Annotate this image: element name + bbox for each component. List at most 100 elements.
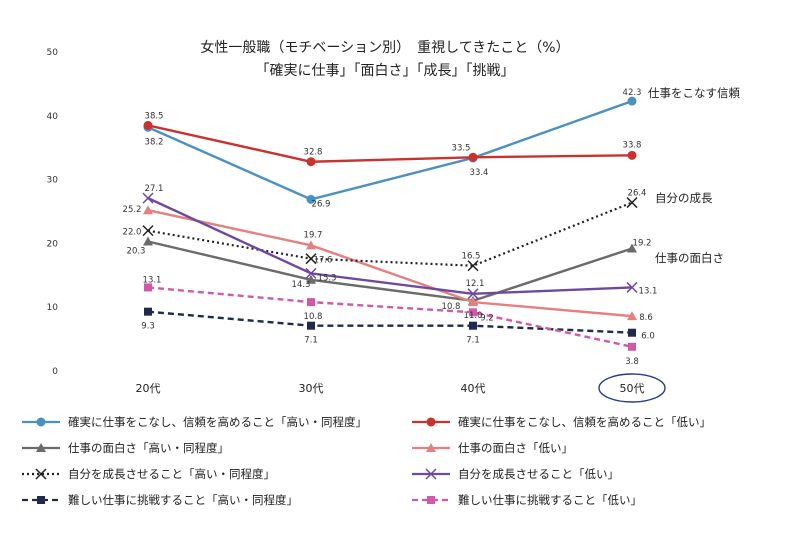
x-tick-label: 40代 [461, 382, 486, 395]
legend-label: 仕事の面白さ「高い・同程度」 [68, 441, 229, 455]
data-point [627, 311, 637, 321]
legend-item: 難しい仕事に挑戦すること「低い」 [412, 493, 642, 507]
series-3 [143, 205, 637, 321]
data-labels: 38.2 26.9 33.4 42.3 38.5 32.8 33.5 33.8 20.3 14.3… [123, 88, 658, 367]
series-line [147, 240, 633, 303]
data-label: 9.2 [480, 313, 494, 323]
x-tick-label: 20代 [136, 382, 161, 395]
data-label: 19.7 [304, 230, 323, 240]
data-label: 10.8 [304, 312, 323, 322]
data-point [627, 150, 637, 160]
legend-label: 確実に仕事をこなし、信頼を高めること「高い・同程度」 [68, 415, 367, 429]
annotation-interest: 仕事の面白さ [655, 251, 724, 265]
data-label: 6.0 [641, 332, 655, 342]
data-point [627, 243, 637, 253]
legend-label: 難しい仕事に挑戦すること「高い・同程度」 [68, 493, 298, 507]
legend-item: 難しい仕事に挑戦すること「高い・同程度」 [22, 493, 298, 507]
series-line [147, 286, 633, 348]
data-label: 14.3 [292, 280, 311, 290]
legend-marker [426, 417, 436, 427]
data-point [306, 194, 316, 204]
y-tick-label: 10 [47, 303, 59, 313]
legend-item: 自分を成長させること「高い・同程度」 [22, 467, 275, 481]
y-tick-label: 20 [47, 239, 59, 249]
data-point [626, 197, 638, 209]
x-tick-label: 50代 [620, 382, 645, 395]
annotation-trust: 仕事をこなす信頼 [648, 86, 740, 100]
legend-label: 自分を成長させること「低い」 [458, 467, 619, 481]
data-point [306, 157, 316, 167]
series-0 [143, 96, 637, 204]
legend-item: 確実に仕事をこなし、信頼を高めること「高い・同程度」 [22, 415, 367, 429]
data-label: 27.1 [145, 184, 164, 194]
data-label: 26.4 [628, 189, 647, 199]
series-5 [142, 192, 638, 300]
data-point [307, 321, 315, 330]
series-1 [143, 120, 637, 167]
legend-label: 仕事の面白さ「低い」 [458, 441, 573, 455]
data-label: 9.3 [141, 322, 155, 332]
data-label: 7.1 [466, 336, 480, 346]
data-label: 13.1 [639, 286, 658, 296]
series-line [147, 197, 633, 296]
data-point [307, 298, 315, 307]
legend-label: 自分を成長させること「高い・同程度」 [68, 467, 275, 481]
legend-marker [36, 443, 46, 452]
data-point [626, 281, 638, 293]
data-point [143, 205, 153, 215]
data-label: 16.5 [462, 252, 481, 262]
data-label: 12.1 [466, 279, 485, 289]
data-point [468, 152, 478, 162]
y-tick-label: 30 [47, 176, 59, 186]
data-point [469, 308, 477, 317]
highlight-ellipse [598, 373, 666, 403]
data-point [305, 253, 317, 265]
data-point [144, 307, 152, 316]
data-point [143, 236, 153, 246]
y-tick-label: 40 [47, 112, 59, 122]
legend-item: 自分を成長させること「低い」 [412, 467, 619, 481]
data-point [469, 321, 477, 330]
data-point [144, 283, 152, 292]
chart-subtitle: 「確実に仕事」「面白さ」「成長」「挑戦」 [256, 63, 515, 79]
series-7 [144, 283, 636, 351]
data-label: 25.2 [123, 205, 142, 215]
x-tick-label: 30代 [299, 382, 324, 395]
data-label: 7.1 [304, 336, 318, 346]
legend-item: 仕事の面白さ「低い」 [412, 441, 573, 455]
data-point [142, 225, 154, 237]
data-point [305, 267, 317, 279]
data-label: 33.8 [623, 140, 642, 150]
series-line [147, 99, 633, 201]
data-label: 33.4 [470, 168, 489, 178]
legend-marker [36, 417, 46, 427]
data-point [142, 192, 154, 204]
data-point [627, 96, 637, 106]
data-label: 38.5 [145, 111, 164, 121]
data-label: 26.9 [312, 199, 331, 209]
legend-marker [426, 443, 436, 452]
legend-marker [35, 468, 47, 480]
data-label: 3.8 [625, 357, 639, 367]
data-label: 38.2 [145, 137, 164, 147]
series-6 [144, 307, 636, 337]
data-label: 22.0 [123, 228, 142, 238]
legend-label: 確実に仕事をこなし、信頼を高めること「低い」 [458, 415, 711, 429]
data-label: 32.8 [304, 148, 323, 158]
data-label: 33.5 [452, 143, 471, 153]
series-line [147, 310, 633, 334]
legend-label: 難しい仕事に挑戦すること「低い」 [458, 493, 642, 507]
data-label: 19.2 [633, 239, 652, 249]
y-tick-label: 50 [47, 48, 59, 58]
legend-marker [37, 496, 45, 504]
series-line [147, 201, 633, 267]
data-point [306, 240, 316, 250]
data-point [467, 260, 479, 272]
data-point [468, 297, 478, 307]
series-line [147, 209, 633, 318]
series-line [147, 124, 633, 163]
annotation-growth: 自分の成長 [655, 191, 713, 205]
data-label: 8.6 [639, 313, 653, 323]
legend-marker [427, 496, 435, 504]
